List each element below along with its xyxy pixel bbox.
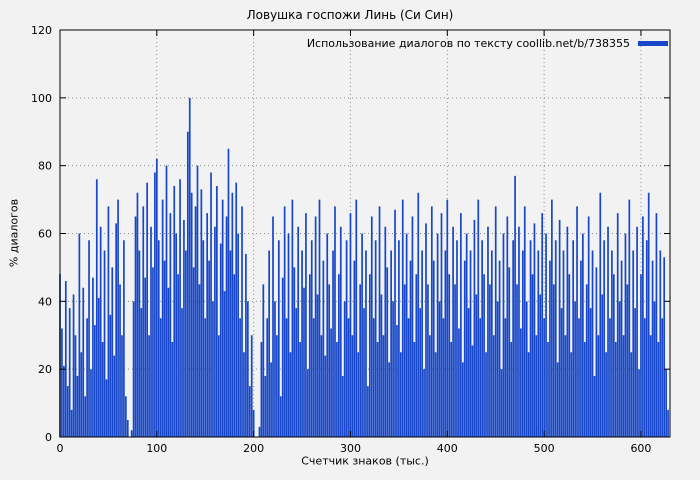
x-tick-label: 500 [534, 442, 555, 455]
x-tick-label: 600 [630, 442, 651, 455]
x-tick-label: 100 [146, 442, 167, 455]
data-bars [59, 97, 669, 437]
legend-line-swatch [638, 41, 668, 46]
x-tick-label: 400 [437, 442, 458, 455]
chart-title: Ловушка госпожи Линь (Си Син) [246, 8, 454, 22]
y-tick-label: 120 [31, 24, 52, 37]
legend-label: Использование диалогов по тексту coollib… [306, 37, 630, 50]
y-tick-label: 80 [38, 160, 52, 173]
axis-ticks [59, 29, 670, 438]
y-tick-label: 20 [38, 363, 52, 376]
x-tick-label: 300 [340, 442, 361, 455]
y-tick-label: 40 [38, 295, 52, 308]
y-tick-label: 0 [45, 431, 52, 444]
gridlines [60, 30, 670, 437]
y-tick-label: 100 [31, 92, 52, 105]
x-tick-label: 200 [243, 442, 264, 455]
x-tick-label: 0 [57, 442, 64, 455]
legend: Использование диалогов по тексту coollib… [307, 37, 668, 50]
tick-labels: 0 100 200 300 400 500 600 0 20 40 60 80 100 120 [31, 24, 651, 455]
x-axis-label: Счетчик знаков (тыс.) [301, 454, 429, 468]
y-tick-label: 60 [38, 228, 52, 241]
